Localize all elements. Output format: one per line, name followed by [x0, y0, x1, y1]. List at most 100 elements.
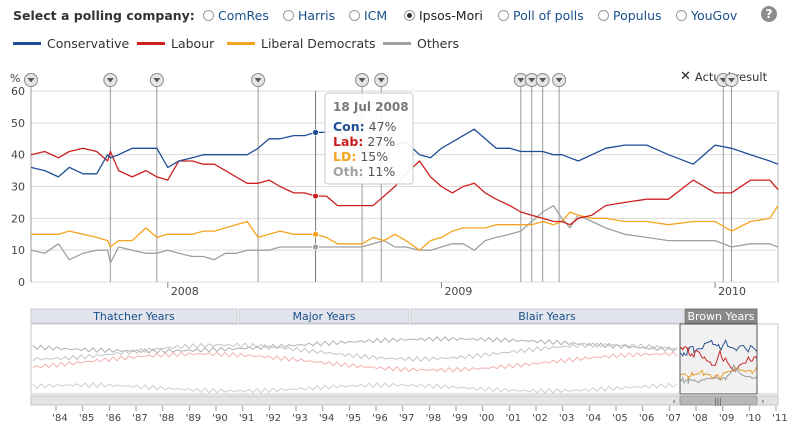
cross-icon: ✕ — [680, 69, 691, 84]
grip-icon[interactable]: ||| — [714, 397, 722, 406]
overview-year-label: '92 — [266, 413, 281, 424]
era-tab-label[interactable]: Blair Years — [518, 310, 576, 323]
overview-series-line — [679, 339, 758, 358]
radio-label[interactable]: ComRes — [218, 8, 269, 23]
radio-harris[interactable]: Harris — [283, 8, 335, 23]
radio-circle[interactable] — [203, 10, 214, 21]
legend-item-labour: Labour — [137, 36, 214, 51]
x-tick-label: 2008 — [171, 285, 199, 298]
overview-year-label: '01 — [506, 413, 521, 424]
radio-yougov[interactable]: YouGov — [676, 8, 737, 23]
scroll-right-icon[interactable]: › — [761, 397, 765, 407]
selector-label: Select a polling company: — [13, 8, 195, 23]
overview-year-label: '04 — [586, 413, 601, 424]
radio-circle[interactable] — [349, 10, 360, 21]
overview-year-label: '07 — [666, 413, 681, 424]
era-tab[interactable] — [30, 308, 238, 324]
radio-circle[interactable] — [498, 10, 509, 21]
radio-label[interactable]: Ipsos-Mori — [419, 8, 483, 23]
legend-item-others: Others — [383, 36, 459, 51]
radio-label[interactable]: Harris — [298, 8, 336, 23]
overview-year-label: '93 — [292, 413, 307, 424]
radio-circle[interactable] — [404, 10, 415, 21]
y-tick-label: 40 — [11, 149, 25, 162]
overview-year-label: '06 — [639, 413, 654, 424]
company-selector: Select a polling company: ComRes Harris … — [0, 0, 796, 30]
overview-series-line — [679, 363, 758, 385]
legend-item-conservative: Conservative — [13, 36, 129, 51]
y-tick-label: 30 — [11, 181, 25, 194]
overview-year-label: '88 — [159, 413, 174, 424]
overview-year-label: '90 — [212, 413, 227, 424]
radio-ipsos-mori[interactable]: Ipsos-Mori — [404, 8, 483, 23]
overview-year-label: '08 — [692, 413, 707, 424]
overview-year-label: '05 — [612, 413, 627, 424]
event-markers[interactable] — [24, 73, 739, 283]
help-icon[interactable]: ? — [761, 6, 777, 22]
radio-label[interactable]: Poll of polls — [513, 8, 584, 23]
tooltip-row: Oth: 11% — [333, 164, 395, 179]
highlight-point — [312, 128, 319, 136]
era-tab[interactable] — [238, 308, 410, 324]
radio-label[interactable]: YouGov — [691, 8, 738, 23]
radio-circle[interactable] — [676, 10, 687, 21]
series-line-liberal-democrats — [31, 205, 779, 251]
overview-year-label: '00 — [479, 413, 494, 424]
tooltip-date: 18 Jul 2008 — [333, 100, 409, 114]
overview-year-label: '98 — [426, 413, 441, 424]
legend-label: Conservative — [47, 36, 130, 51]
overview-history-trace — [32, 342, 678, 362]
radio-label[interactable]: Populus — [613, 8, 662, 23]
radio-circle[interactable] — [598, 10, 609, 21]
era-tab-label[interactable]: Thatcher Years — [92, 310, 175, 323]
overview-year-label: '97 — [399, 413, 414, 424]
overview-year-label: '89 — [186, 413, 201, 424]
y-tick-label: 60 — [11, 85, 25, 98]
legend-swatch — [13, 42, 41, 45]
overview-year-label: '95 — [346, 413, 361, 424]
tooltip-row-value: 15% — [356, 149, 388, 164]
highlight-point — [312, 230, 319, 238]
event-marker-arrow-icon — [153, 78, 161, 83]
overview-year-label: '86 — [106, 413, 121, 424]
tooltip-row-label: Lab: — [333, 134, 363, 149]
legend-swatch — [227, 42, 255, 45]
scrollbar-thumb[interactable] — [679, 395, 758, 406]
y-tick-label: 0 — [18, 276, 25, 289]
radio-icm[interactable]: ICM — [349, 8, 387, 23]
overview-year-label: '91 — [239, 413, 254, 424]
tooltip-row-label: Oth: — [333, 164, 364, 179]
overview-scrollbar[interactable] — [30, 395, 779, 406]
radio-circle[interactable] — [283, 10, 294, 21]
overview-year-label: '09 — [719, 413, 734, 424]
scroll-left-icon[interactable]: ‹ — [672, 397, 676, 407]
event-marker-arrow-icon — [528, 78, 536, 83]
overview-year-label: '84 — [52, 413, 67, 424]
overview-year-label: '03 — [559, 413, 574, 424]
legend-swatch — [137, 42, 165, 45]
era-tab[interactable] — [684, 308, 758, 324]
era-tab[interactable] — [410, 308, 684, 324]
radio-label[interactable]: ICM — [364, 8, 388, 23]
event-marker-arrow-icon — [106, 78, 114, 83]
overview-year-label: '11 — [772, 413, 787, 424]
event-marker-arrow-icon — [358, 78, 366, 83]
radio-comres[interactable]: ComRes — [203, 8, 269, 23]
overview-history-trace — [32, 382, 678, 394]
tooltip-row-label: LD: — [333, 149, 356, 164]
legend-item-liberal-democrats: Liberal Democrats — [227, 36, 376, 51]
series-line-others — [30, 204, 779, 264]
y-axis-label: % — [10, 72, 20, 85]
highlight-points — [312, 91, 319, 282]
overview-year-label: '10 — [746, 413, 761, 424]
tooltip-box — [324, 92, 414, 185]
overview-selection-window[interactable] — [679, 323, 758, 395]
radio-poll-of-polls[interactable]: Poll of polls — [498, 8, 584, 23]
era-tab-label[interactable]: Major Years — [292, 310, 355, 323]
tooltip-row-value: 47% — [365, 119, 397, 134]
radio-populus[interactable]: Populus — [598, 8, 662, 23]
era-tab-label[interactable]: Brown Years — [687, 310, 754, 323]
overview-navigator[interactable]: Thatcher Years Major Years Blair Years Brow… — [30, 308, 788, 424]
tooltip-row: Lab: 27% — [333, 134, 395, 149]
